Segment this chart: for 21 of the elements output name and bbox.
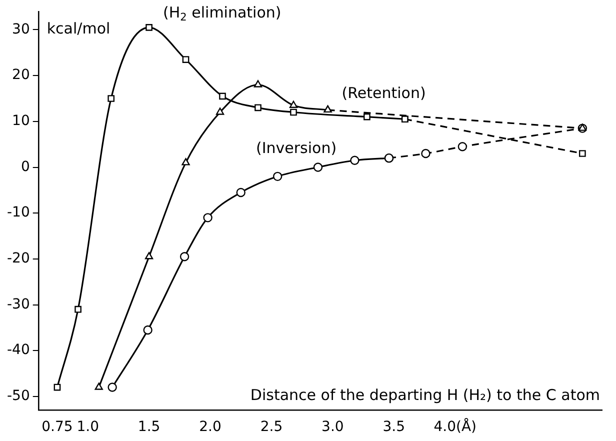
y-tick-label: 20	[12, 67, 30, 84]
x-tick-label: 1.5	[138, 419, 160, 436]
x-tick-label: 2.0	[199, 419, 222, 436]
x-axis-title: Distance of the departing H (H₂) to the C atom	[250, 386, 600, 404]
x-tick-label: 2.5	[260, 419, 283, 436]
x-tick-label: 4.0(Å)	[434, 418, 476, 436]
series-label: (Inversion)	[256, 139, 337, 158]
y-tick-label: -40	[6, 342, 30, 358]
y-tick-label: 10	[12, 113, 30, 130]
x-tick-label: 3.5	[382, 419, 406, 436]
x-tick-label: 1.0	[76, 419, 99, 436]
x-tick-label: 3.0	[322, 419, 344, 436]
y-tick-label: -10	[6, 204, 30, 221]
y-tick-label: -30	[6, 296, 30, 312]
y-tick-label: -20	[6, 250, 30, 267]
y-tick-label: -50	[6, 388, 30, 404]
series-label: (Retention)	[342, 84, 426, 102]
y-tick-label: 30	[12, 21, 30, 38]
y-axis-title: kcal/mol	[46, 20, 110, 38]
y-tick-label: 0	[20, 158, 30, 175]
x-tick-label: 0.75	[42, 419, 73, 436]
